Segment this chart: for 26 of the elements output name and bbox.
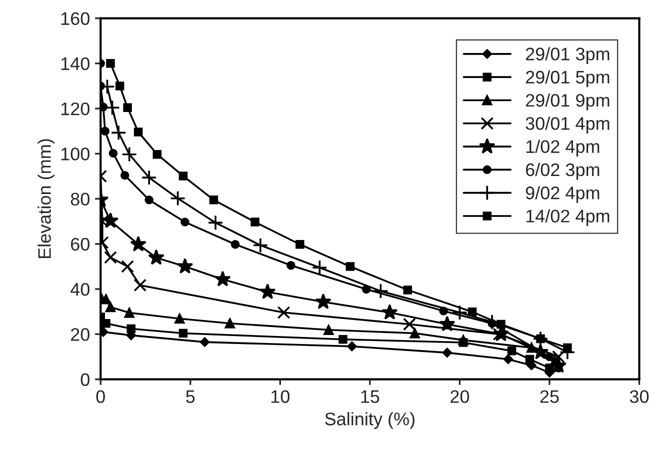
legend-label: 29/01 9pm (526, 93, 610, 110)
legend-label: 14/02 4pm (526, 209, 610, 226)
x-tick-label: 25 (540, 390, 559, 403)
x-tick-label: 20 (450, 390, 470, 403)
x-axis-title: Salinity (%) (325, 412, 414, 429)
x-tick-label: 0 (96, 390, 105, 403)
y-tick-label: 60 (71, 238, 90, 251)
y-tick-label: 20 (71, 328, 90, 341)
y-tick-label: 80 (70, 192, 90, 206)
x-tick-label: 30 (630, 390, 649, 403)
y-tick-label: 160 (61, 12, 90, 25)
y-axis-title: Elevation (mm) (38, 139, 54, 258)
legend-label: 1/02 4pm (526, 140, 600, 157)
legend-label: 29/01 5pm (526, 70, 610, 88)
x-tick-label: 15 (361, 390, 380, 403)
legend-label: 29/01 3pm (526, 47, 610, 64)
x-tick-label: 5 (186, 390, 195, 403)
legend-label: 9/02 4pm (526, 186, 600, 203)
legend-label: 6/02 3pm (526, 162, 600, 180)
y-tick-label: 120 (61, 102, 90, 116)
y-tick-label: 40 (70, 282, 90, 296)
y-tick-label: 100 (61, 148, 90, 160)
y-tick-label: 140 (61, 57, 90, 70)
x-tick-label: 10 (271, 390, 290, 403)
y-tick-label: 0 (80, 373, 90, 386)
legend-label: 30/01 4pm (526, 116, 610, 134)
